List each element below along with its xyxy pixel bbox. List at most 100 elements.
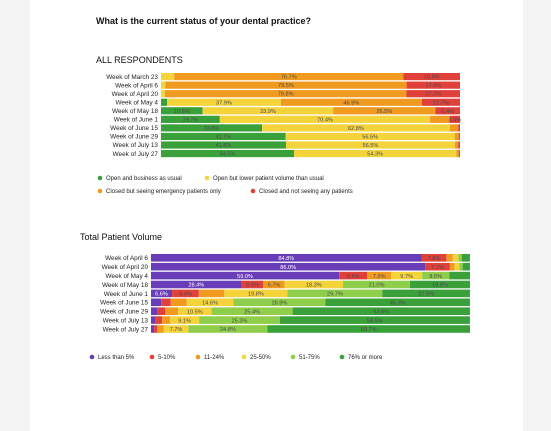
category-label: Week of June 29 [100, 309, 148, 316]
bar-segment-25-50 [452, 254, 459, 262]
data-label: 18.9% [424, 75, 440, 81]
bar-segment-open-and-business-as-usual [161, 141, 286, 149]
data-label: 17.6% [425, 83, 441, 89]
data-label: 7.7% [170, 327, 183, 333]
bar-segment-closed-and-not-seeing-any-patients [406, 90, 460, 98]
category-label: Week of June 1 [104, 291, 149, 298]
bar-segment-open-but-lower-patient-volume-than-usual [285, 132, 455, 141]
bar-segment-open-but-lower-patient-volume-than-usual [294, 149, 457, 158]
legend-swatch-open-but-lower-patient-volume-than-usual [204, 175, 210, 181]
category-label: Week of June 15 [100, 300, 148, 307]
data-label: 10.8% [174, 109, 190, 115]
category-label: Week of July 13 [113, 142, 159, 149]
bar-segment-5-10 [155, 316, 163, 324]
data-label: 58.5% [367, 318, 383, 324]
bar-segment-25-50 [163, 325, 189, 333]
bar-segment-51-75 [287, 289, 383, 298]
bar-segment-less-than-5 [151, 316, 156, 324]
data-label: 28.4% [188, 283, 204, 289]
legend-label: 76% or more [348, 355, 383, 361]
bar-segment-76-or-more [325, 298, 470, 307]
bar-segment-5-10 [339, 271, 368, 280]
category-label: Week of June 15 [110, 125, 158, 132]
data-label: 6.7% [268, 283, 281, 289]
bar-segment-76-or-more [292, 307, 470, 315]
bar-segment-closed-but-seeing-emergency-patients-only [456, 149, 459, 158]
data-label: 8.4% [179, 292, 192, 298]
data-label: 79.5% [278, 83, 294, 89]
legend-swatch-closed-and-not-seeing-any-patients [250, 188, 256, 194]
legend-label: Closed and not seeing any patients [259, 189, 353, 195]
legend-label: 11-24% [204, 355, 225, 361]
bar-segment-less-than-5 [151, 271, 340, 280]
bar-segment-open-but-lower-patient-volume-than-usual [262, 124, 450, 132]
bar-segment-open-but-lower-patient-volume-than-usual [167, 98, 281, 106]
data-label: 14.6% [202, 301, 218, 307]
legend-swatch-open-and-business-as-usual [97, 175, 103, 181]
bar-segment-25-50 [454, 262, 460, 271]
data-label: 41.8% [216, 143, 232, 149]
bar-segment-open-but-lower-patient-volume-than-usual [202, 107, 334, 115]
bar-segment-76-or-more [461, 254, 470, 262]
bar-segment-11-24 [198, 289, 225, 298]
legend-swatch-51-75 [290, 354, 296, 360]
data-label: 6.6% [155, 292, 168, 298]
data-label: 86.0% [280, 265, 296, 271]
category-label: Week of June 1 [114, 117, 159, 124]
data-label: 84.8% [278, 256, 294, 262]
bar-segment-51-75 [211, 307, 293, 315]
data-label: 46.9% [343, 100, 359, 106]
data-label: 7.8% [428, 256, 441, 262]
category-label: Week of April 6 [115, 82, 158, 89]
bar-segment-5-10 [161, 298, 171, 307]
bar-segment-closed-but-seeing-emergency-patients-only [449, 124, 459, 132]
category-label: Week of May 4 [115, 99, 158, 106]
bar-segment-less-than-5 [151, 298, 162, 307]
category-label: Week of July 27 [103, 326, 149, 333]
bar-segment-less-than-5 [151, 325, 155, 333]
bar-segment-11-24 [446, 254, 453, 262]
legend-label: Closed but seeing emergency patients onl… [106, 189, 221, 195]
data-label: 76.7% [281, 75, 297, 81]
data-label: 7.7% [431, 265, 444, 271]
bar-segment-less-than-5 [151, 254, 422, 262]
data-label: 3.4% [449, 117, 462, 123]
data-label: 18.8% [432, 283, 448, 289]
bar-segment-76-or-more [267, 325, 470, 333]
bar-segment-open-but-lower-patient-volume-than-usual [161, 90, 165, 98]
data-label: 8.5% [429, 274, 442, 280]
data-label: 17.7% [425, 92, 441, 98]
bar-segment-closed-but-seeing-emergency-patients-only [333, 107, 436, 115]
data-label: 9.7% [400, 274, 413, 280]
bar-segment-25-50 [224, 289, 288, 298]
bar-segment-51-75 [458, 254, 462, 262]
data-label: 6.8% [246, 283, 259, 289]
data-label: 21.0% [369, 283, 385, 289]
legend-label: 5-10% [158, 355, 176, 361]
bar-segment-5-10 [425, 262, 450, 271]
data-label: 19.7% [182, 117, 198, 123]
category-label: Week of April 20 [102, 264, 149, 271]
data-label: 6.4% [441, 109, 454, 115]
legend-label: 25-50% [250, 355, 271, 361]
bar-segment-closed-and-not-seeing-any-patients [403, 73, 460, 81]
data-label: 19.8% [248, 292, 264, 298]
bar-segment-open-and-business-as-usual [161, 115, 220, 123]
category-label: Week of May 18 [102, 282, 149, 289]
legend-swatch-25-50 [241, 354, 247, 360]
bar-segment-5-10 [157, 307, 166, 315]
bar-segment-closed-but-seeing-emergency-patients-only [165, 81, 407, 89]
bar-segment-76-or-more [462, 262, 470, 271]
bar-segment-5-10 [154, 325, 158, 333]
bar-segment-51-75 [459, 262, 463, 271]
bar-segment-76-or-more [410, 280, 470, 289]
category-label: Week of April 20 [112, 91, 159, 98]
data-label: 8.8% [347, 274, 360, 280]
bar-segment-less-than-5 [151, 289, 173, 298]
category-label: Week of April 6 [105, 255, 148, 262]
bar-segment-51-75 [422, 271, 450, 280]
bar-segment-11-24 [170, 298, 187, 307]
data-label: 59.0% [237, 274, 253, 280]
